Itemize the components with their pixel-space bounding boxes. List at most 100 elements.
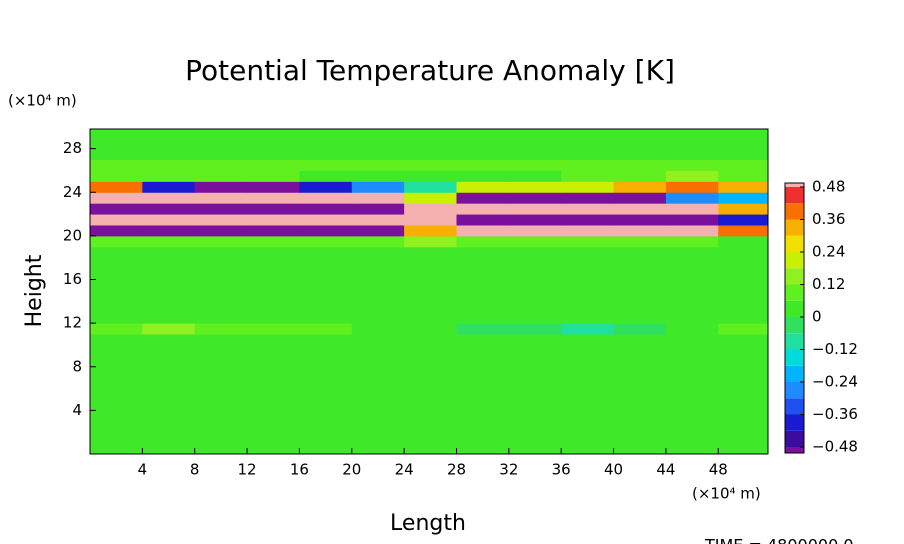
heat-cell — [718, 344, 768, 357]
heat-cell — [299, 224, 353, 237]
heat-cell — [508, 235, 562, 248]
heat-cell — [561, 159, 615, 171]
heat-cell — [561, 214, 615, 226]
heat-cell — [247, 301, 300, 313]
heat-cell — [456, 377, 510, 390]
heat-cell — [351, 366, 405, 379]
heat-cell — [247, 170, 300, 182]
heat-cell — [247, 235, 300, 248]
heat-cell — [90, 290, 143, 302]
colorbar-cell — [785, 284, 804, 301]
heat-cell — [299, 312, 353, 324]
heat-cell — [142, 301, 196, 313]
heat-cell — [299, 355, 353, 368]
heat-cell — [718, 137, 768, 150]
heat-cell — [613, 170, 667, 182]
colorbar-cell — [785, 252, 804, 269]
heat-cell — [561, 355, 615, 368]
colorbar-tick-label: −0.48 — [812, 438, 858, 456]
colorbar-frame — [784, 182, 805, 454]
heat-cell — [351, 129, 405, 139]
heat-cell — [404, 268, 457, 281]
heat-cell — [665, 137, 719, 150]
heat-cell — [351, 312, 405, 324]
heat-cell — [90, 366, 143, 379]
heat-cell — [561, 203, 615, 215]
heat-cell — [142, 192, 196, 204]
colorbar-tick-label: 0.24 — [812, 243, 845, 261]
heat-cell — [404, 388, 457, 400]
heat-cell — [613, 235, 667, 248]
heat-cell — [404, 377, 457, 390]
heat-cell — [404, 257, 457, 270]
heat-cell — [351, 334, 405, 346]
heat-cell — [456, 214, 510, 226]
heat-cell — [404, 323, 457, 335]
heat-cell — [665, 257, 719, 270]
heat-cell — [299, 129, 353, 139]
heat-cell — [142, 410, 196, 422]
heat-cell — [247, 203, 300, 215]
heat-cell — [613, 224, 667, 237]
heat-cell — [142, 443, 196, 454]
heat-cell — [456, 443, 510, 454]
heat-cell — [665, 170, 719, 182]
heat-cell — [90, 224, 143, 237]
heat-cell — [718, 290, 768, 302]
heat-cell — [90, 323, 143, 335]
heat-cell — [247, 421, 300, 433]
heat-cell — [90, 246, 143, 259]
heat-cell — [247, 129, 300, 139]
heat-cell — [404, 443, 457, 454]
heat-cell — [194, 192, 248, 204]
heat-cell — [299, 290, 353, 302]
heat-cell — [613, 443, 667, 454]
heat-cell — [613, 268, 667, 281]
heat-cell — [351, 181, 405, 193]
heat-cell — [508, 399, 562, 411]
heat-cell — [665, 129, 719, 139]
heat-cell — [247, 334, 300, 346]
heat-cell — [247, 279, 300, 291]
heat-cell — [456, 344, 510, 357]
heat-cell — [456, 301, 510, 313]
y-axis-label: Height — [22, 254, 47, 327]
heat-cell — [351, 224, 405, 237]
heat-cell — [194, 268, 248, 281]
heat-cell — [247, 323, 300, 335]
heat-cell — [508, 137, 562, 150]
heat-cell — [718, 129, 768, 139]
heat-cell — [404, 181, 457, 193]
heat-cell — [90, 443, 143, 454]
heat-cell — [142, 129, 196, 139]
heat-cell — [404, 290, 457, 302]
heat-cell — [142, 137, 196, 150]
heatmap — [90, 129, 768, 454]
heat-cell — [247, 137, 300, 150]
heat-cell — [718, 214, 768, 226]
heat-cell — [665, 290, 719, 302]
heat-cell — [194, 235, 248, 248]
heat-cell — [665, 366, 719, 379]
heat-cell — [90, 301, 143, 313]
heat-cell — [561, 334, 615, 346]
colorbar-cell — [785, 187, 804, 204]
heat-cell — [561, 312, 615, 324]
heat-cell — [404, 279, 457, 291]
plot-frame — [89, 128, 769, 455]
colorbar-tick-label: −0.12 — [812, 340, 858, 358]
heat-cell — [508, 344, 562, 357]
heat-cell — [351, 246, 405, 259]
heat-cell — [665, 214, 719, 226]
x-axis-label: Length — [390, 511, 466, 536]
heat-cell — [718, 421, 768, 433]
heat-cell — [90, 148, 143, 161]
heat-cell — [194, 388, 248, 400]
heat-cell — [613, 312, 667, 324]
heat-cell — [613, 181, 667, 193]
heat-cell — [718, 377, 768, 390]
heat-cell — [718, 399, 768, 411]
heat-cell — [456, 323, 510, 335]
heat-cell — [456, 159, 510, 171]
